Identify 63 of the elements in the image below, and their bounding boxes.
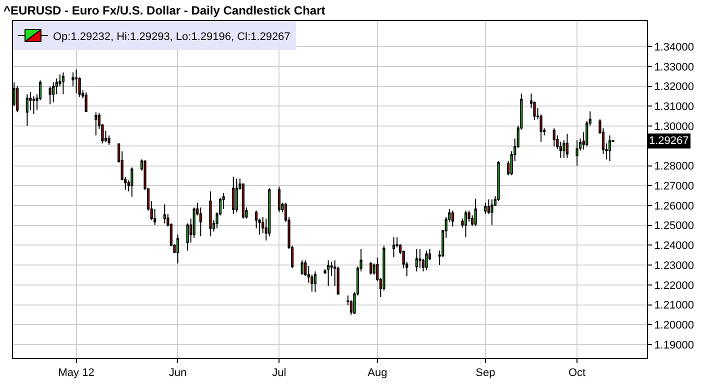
candlestick	[474, 198, 477, 226]
y-tick-label: 1.22000	[654, 280, 694, 292]
candlestick	[490, 198, 494, 226]
y-tick-label: 1.32000	[654, 81, 694, 94]
y-tick-label: 1.19000	[654, 339, 694, 352]
candlestick	[108, 134, 110, 146]
candlestick	[232, 176, 235, 214]
candlestick	[566, 133, 569, 158]
y-tick-label: 1.25000	[654, 220, 694, 232]
y-tick-label: 1.28000	[654, 160, 694, 173]
candlestick	[16, 86, 19, 113]
y-tick-label: 1.26000	[654, 200, 694, 212]
y-tick-label: 1.30000	[654, 120, 694, 133]
candlestick	[186, 222, 189, 252]
candlestick	[94, 112, 98, 136]
annotation: 1.29267	[649, 135, 689, 147]
candlestick	[392, 236, 396, 258]
candlestick	[209, 190, 212, 237]
y-tick-label: 1.20000	[654, 319, 694, 332]
candlestick	[418, 248, 422, 269]
candlestick	[176, 234, 180, 264]
candlestick	[52, 82, 55, 103]
legend-label: Op:1.29232, Hi:1.29293, Lo:1.29196, Cl:1.29267	[53, 30, 290, 43]
candlestick	[268, 188, 271, 237]
chart-title: ^EURUSD - Euro Fx/U.S. Dollar - Daily Candlestick Chart	[4, 3, 326, 18]
candlestick	[464, 210, 468, 238]
candlestick	[451, 210, 454, 228]
candlestick	[484, 202, 487, 214]
y-tick-label: 1.23000	[654, 260, 694, 272]
candlestick	[608, 134, 612, 162]
candlestick	[552, 128, 556, 148]
y-tick-label: 1.33000	[654, 61, 694, 74]
candlestick	[48, 86, 52, 105]
candlestick	[415, 248, 418, 272]
x-tick-label: Sep	[476, 367, 496, 380]
y-tick-label: 1.34000	[654, 41, 694, 54]
candlestick	[199, 206, 202, 237]
x-tick-label: Oct	[568, 367, 586, 380]
candlestick	[32, 96, 36, 115]
x-tick-label: Aug	[368, 367, 388, 380]
candlestick	[130, 166, 134, 198]
candlestick	[235, 178, 238, 213]
candlestick	[163, 204, 166, 224]
candlestick	[242, 182, 244, 220]
candlestick	[62, 72, 64, 95]
candlestick	[576, 140, 578, 166]
y-tick-label: 1.31000	[654, 101, 694, 114]
candlestick	[300, 260, 304, 276]
candlestick	[84, 92, 88, 113]
candlestick	[74, 68, 78, 94]
candlestick	[192, 206, 196, 238]
candlestick	[314, 270, 317, 293]
candlestick	[278, 186, 280, 213]
candlestick	[425, 250, 428, 270]
candlestick	[326, 260, 330, 286]
x-tick-label: Jun	[168, 367, 187, 380]
x-tick-label: May 12	[58, 367, 94, 380]
candlestick	[26, 94, 28, 127]
y-tick-label: 1.24000	[654, 240, 694, 252]
candlestick	[370, 261, 372, 276]
y-tick-label: 1.21000	[654, 300, 694, 312]
y-tick-label: 1.27000	[654, 180, 694, 192]
x-tick-label: Jul	[272, 367, 286, 380]
